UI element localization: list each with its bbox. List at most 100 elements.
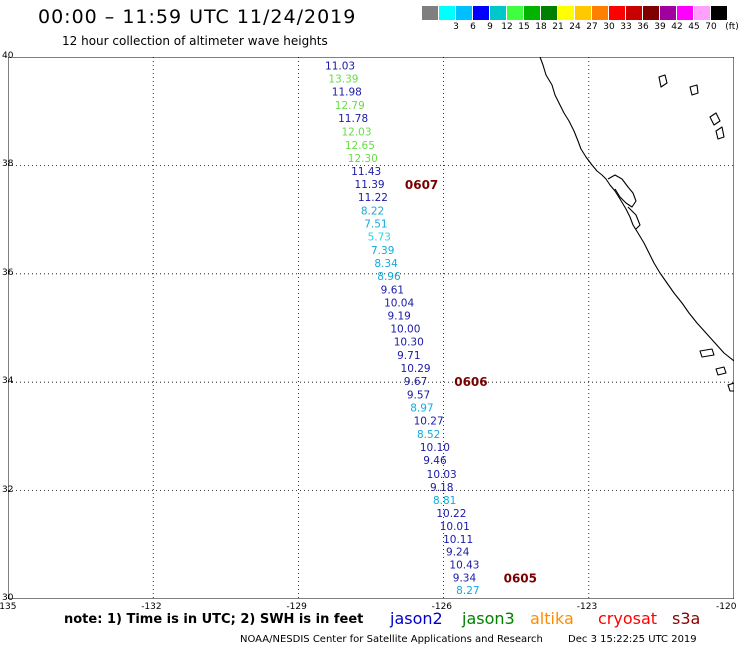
- legend-swatch: [490, 6, 506, 20]
- legend-swatch: [439, 6, 455, 20]
- pass-time-label: 0607: [405, 178, 438, 192]
- credit-line: NOAA/NESDIS Center for Satellite Applica…: [240, 634, 697, 645]
- coastline-island-3: [709, 112, 721, 126]
- wave-height-value: 10.27: [414, 416, 444, 428]
- legend-swatch: [626, 6, 642, 20]
- wave-height-value: 11.98: [332, 87, 362, 99]
- wave-height-value: 9.19: [387, 311, 410, 323]
- wave-height-value: 11.22: [358, 192, 388, 204]
- wave-height-value: 10.01: [440, 521, 470, 533]
- legend-tick-label: 45: [688, 22, 700, 32]
- legend-tick-label: 70: [705, 22, 717, 32]
- coastline-island-4: [715, 126, 725, 140]
- legend-swatch: [575, 6, 591, 20]
- legend-tick-label: 39: [654, 22, 666, 32]
- wave-height-value: 10.00: [390, 324, 420, 336]
- satellite-legend-item: cryosat: [598, 609, 658, 628]
- legend-tick-label: 24: [569, 22, 581, 32]
- legend-swatch: [456, 6, 472, 20]
- wave-height-value: 12.30: [348, 153, 378, 165]
- wave-height-value: 10.11: [443, 534, 473, 546]
- legend-tick-label: 36: [637, 22, 649, 32]
- pass-time-labels: 0607060606050604: [405, 178, 537, 585]
- coastline-island-2: [689, 84, 699, 96]
- coastline-island-6: [715, 366, 727, 376]
- wave-height-value: 8.81: [433, 495, 456, 507]
- california-coastline: [539, 57, 734, 362]
- satellite-legend-item: jason3: [462, 609, 515, 628]
- coastline-island-1: [658, 74, 668, 88]
- wave-height-value: 11.78: [338, 113, 368, 125]
- wave-height-value: 7.39: [371, 245, 394, 257]
- legend-tick-label: 15: [518, 22, 530, 32]
- legend-swatch: [592, 6, 608, 20]
- map-subtitle: 12 hour collection of altimeter wave hei…: [62, 34, 328, 48]
- satellite-legend-item: jason2: [390, 609, 443, 628]
- wave-height-value: 10.29: [401, 363, 431, 375]
- map-title: 00:00 – 11:59 UTC 11/24/2019: [38, 6, 357, 28]
- units-note: note: 1) Time is in UTC; 2) SWH is in fe…: [64, 612, 364, 627]
- legend-swatch: [541, 6, 557, 20]
- legend-tick-label: 30: [603, 22, 615, 32]
- wave-height-value: 10.03: [427, 469, 457, 481]
- wave-height-value: 9.24: [446, 546, 470, 558]
- longitude-label: -126: [431, 602, 453, 612]
- wave-height-value: 9.71: [397, 350, 420, 362]
- map-frame: [8, 57, 734, 599]
- wave-height-value: 7.51: [364, 218, 387, 230]
- legend-swatch: [558, 6, 574, 20]
- longitude-label: -123: [576, 602, 598, 612]
- legend-swatch: [507, 6, 523, 20]
- wave-height-value: 8.34: [374, 258, 398, 270]
- legend-tick-label: 33: [620, 22, 632, 32]
- legend-tick-label: 42: [671, 22, 683, 32]
- legend-tick-label: 9: [487, 22, 493, 32]
- latitude-label: 40: [2, 51, 14, 61]
- latitude-label: 36: [2, 267, 14, 278]
- wave-height-value: 8.96: [377, 271, 401, 283]
- pass-time-label: 0605: [504, 571, 537, 585]
- legend-swatch: [643, 6, 659, 20]
- wave-height-value: 9.57: [407, 390, 430, 402]
- latitude-label: 38: [2, 159, 14, 170]
- longitude-label: -132: [141, 602, 162, 612]
- legend-tick-label: 18: [535, 22, 547, 32]
- wave-height-value: 11.43: [351, 166, 381, 178]
- legend-swatch: [609, 6, 625, 20]
- legend-swatch: [524, 6, 540, 20]
- longitude-label: -129: [286, 602, 307, 612]
- wave-height-value: 9.35: [459, 598, 482, 599]
- wave-height-value: 10.30: [394, 337, 424, 349]
- latitude-label: 32: [2, 484, 14, 495]
- legend-swatch: [473, 6, 489, 20]
- legend-unit: (ft): [725, 22, 739, 32]
- legend-tick-label: 3: [453, 22, 459, 32]
- legend-swatch: [422, 6, 438, 20]
- wave-height-value: 10.10: [420, 442, 450, 454]
- pass-time-label: 0606: [454, 375, 487, 389]
- wave-height-value: 11.03: [325, 61, 355, 73]
- legend-tick-label: 6: [470, 22, 476, 32]
- legend-swatch: [660, 6, 676, 20]
- wave-height-value: 8.97: [410, 403, 433, 415]
- wave-height-value: 12.03: [341, 126, 371, 138]
- legend-swatch: [677, 6, 693, 20]
- wave-height-value: 8.52: [417, 429, 440, 441]
- wave-height-value: 9.34: [453, 572, 477, 584]
- wave-height-value: 10.43: [449, 559, 479, 571]
- coastline: [539, 57, 734, 392]
- monterey-bay: [627, 206, 641, 230]
- wave-height-value: 12.65: [345, 140, 375, 152]
- wave-height-value: 13.39: [328, 74, 358, 86]
- credit-text: NOAA/NESDIS Center for Satellite Applica…: [240, 634, 543, 645]
- wave-height-value: 5.73: [368, 231, 391, 243]
- wave-height-value: 9.67: [404, 376, 427, 388]
- longitude-label: -120: [716, 602, 737, 612]
- legend-tick-label: 27: [586, 22, 598, 32]
- satellite-legend-item: s3a: [672, 609, 701, 628]
- coastline-island-7: [727, 382, 734, 392]
- wave-height-value: 10.22: [436, 508, 466, 520]
- wave-height-value: 9.46: [423, 455, 447, 467]
